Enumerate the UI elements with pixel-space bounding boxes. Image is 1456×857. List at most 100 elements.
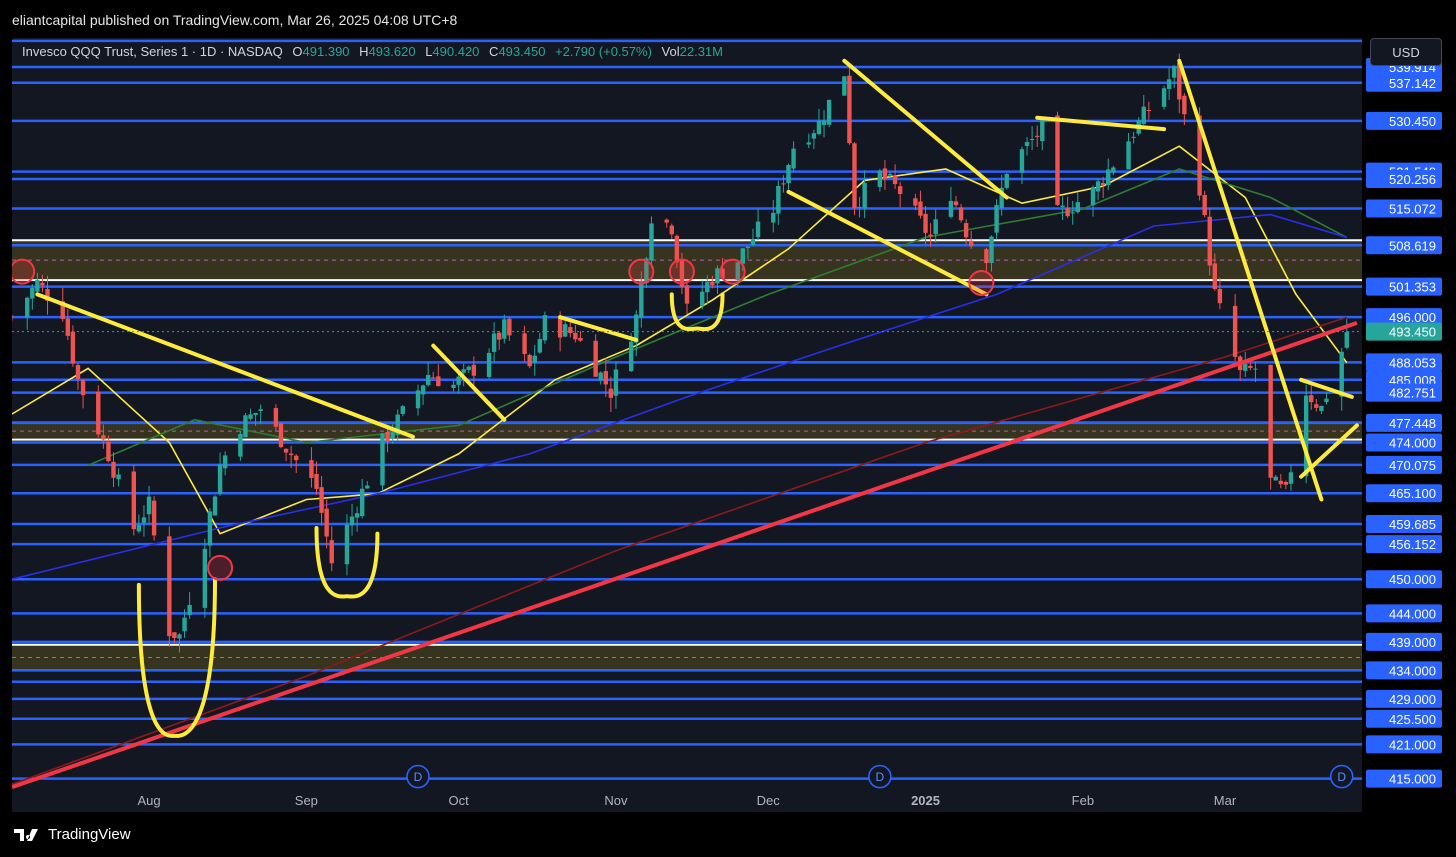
price-level-tag: [1366, 199, 1442, 218]
candle-body: [451, 384, 456, 388]
change-value: +2.790 (+0.57%): [555, 44, 652, 59]
currency-button[interactable]: USD: [1370, 38, 1442, 66]
time-axis-label: Oct: [448, 793, 469, 808]
candle-body: [65, 318, 71, 336]
candle-body: [639, 281, 644, 318]
candle-body: [354, 513, 360, 518]
candle-body: [568, 327, 573, 334]
candle-body: [705, 281, 710, 293]
candle-body: [1319, 405, 1324, 411]
candle-body: [1177, 62, 1182, 100]
price-level-label: 477.448: [1389, 416, 1436, 431]
candle-body: [791, 148, 796, 169]
candle-body: [106, 441, 111, 462]
time-axis-label: Dec: [757, 793, 781, 808]
volume-key: Vol: [661, 44, 680, 59]
candle-body: [557, 316, 563, 338]
candle-body: [486, 352, 492, 377]
price-level-tag: [1366, 604, 1442, 623]
candle-body: [1161, 88, 1167, 107]
tradingview-logo[interactable]: TradingView: [14, 826, 131, 843]
candle-body: [146, 496, 152, 515]
candle-body: [593, 340, 598, 377]
candle-body: [390, 432, 395, 439]
candle-body: [466, 366, 471, 371]
price-level-tag: [1366, 535, 1442, 554]
price-level-tag: [1366, 689, 1442, 708]
candle-body: [634, 314, 639, 343]
candle-body: [202, 548, 208, 608]
candle-body: [1283, 481, 1289, 485]
drawn-u-curve: [669, 292, 725, 332]
candle-body: [771, 212, 776, 223]
candle-body: [1019, 149, 1025, 173]
candle-body: [1202, 195, 1207, 215]
candle-body: [755, 221, 761, 238]
candle-body: [80, 380, 86, 396]
drawn-trendline: [431, 343, 507, 422]
current-price-tag: [1366, 322, 1442, 341]
candle-body: [969, 240, 974, 247]
candle-body: [882, 168, 888, 179]
candle-body: [70, 331, 76, 364]
candle-body: [75, 365, 81, 379]
price-level-label: 488.053: [1389, 355, 1436, 370]
highlight-circle: [12, 258, 36, 285]
drawn-trendline: [842, 58, 1009, 200]
candle-body: [243, 415, 248, 438]
candle-body: [207, 511, 213, 546]
close-key: C: [489, 44, 499, 59]
candle-body: [603, 371, 608, 385]
candle-body: [527, 354, 532, 367]
candle-body: [750, 239, 756, 245]
publish-header: eliantcapital published on TradingView.c…: [0, 0, 1456, 38]
candle-body: [471, 364, 477, 376]
candle-body: [684, 285, 690, 304]
candle-body: [613, 369, 619, 396]
price-level-tag: [1366, 433, 1442, 452]
candle-body: [700, 291, 705, 306]
price-level-tag: [1366, 515, 1442, 534]
candle-body: [141, 517, 147, 523]
current-price-label: 493.450: [1389, 325, 1436, 340]
candle-body: [1166, 79, 1172, 89]
candle-body: [294, 455, 299, 461]
candle-body: [989, 236, 994, 263]
candle-body: [248, 414, 253, 419]
candle-body: [502, 319, 507, 339]
candle-body: [1344, 332, 1349, 348]
candle-body: [1131, 136, 1136, 138]
price-level-tag: [1366, 236, 1442, 255]
candle-body: [897, 186, 903, 195]
dividend-marker-label: D: [876, 770, 885, 784]
drawn-trendline: [1299, 423, 1359, 479]
candle-body: [136, 525, 142, 532]
price-level-tag: [1366, 383, 1442, 402]
price-level-label: 470.075: [1389, 458, 1436, 473]
candle-body: [1070, 212, 1075, 214]
candle-body: [1106, 169, 1111, 186]
drawn-trendline: [1035, 115, 1167, 132]
candle-body: [816, 120, 822, 135]
low-value: 490.420: [432, 44, 480, 59]
candle-body: [1273, 476, 1278, 481]
candle-body: [1288, 472, 1294, 484]
candle-body: [283, 448, 289, 453]
candle-body: [573, 332, 578, 340]
moving-average-line: [12, 316, 1348, 786]
highlight-circle: [719, 258, 746, 285]
price-level-tag: [1366, 308, 1442, 327]
candle-body: [1303, 395, 1309, 477]
high-value: 493.620: [368, 44, 416, 59]
candle-body: [319, 487, 324, 513]
candle-body: [1095, 181, 1101, 192]
candle-body: [497, 332, 502, 340]
time-axis-label: Mar: [1214, 793, 1237, 808]
symbol-legend: Invesco QQQ Trust, Series 1 · 1D · NASDA…: [22, 44, 729, 59]
candle-body: [806, 142, 812, 145]
time-axis-label: 2025: [911, 793, 940, 808]
candle-body: [847, 75, 852, 144]
candle-body: [948, 200, 954, 217]
